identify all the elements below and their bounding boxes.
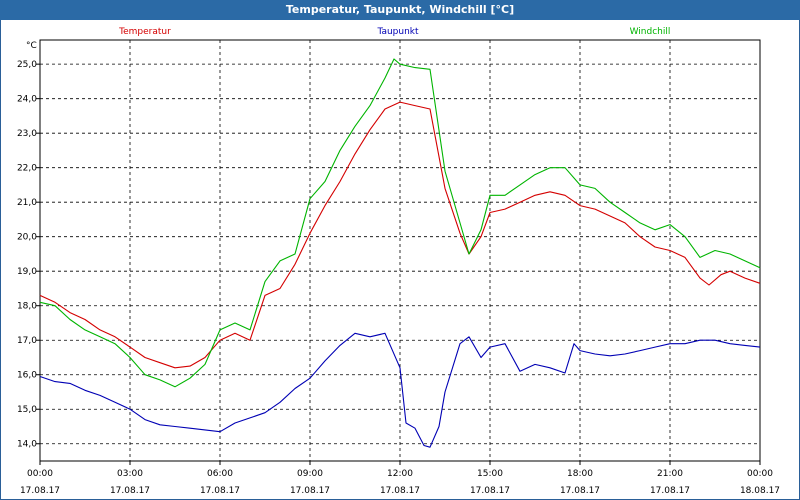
y-tick-label: 17,0 xyxy=(17,336,37,346)
y-tick-label: 20,0 xyxy=(17,233,37,243)
x-tick-time-label: 21:00 xyxy=(657,469,683,479)
x-tick-date-label: 17.08.17 xyxy=(110,486,150,496)
y-tick-label: 25,0 xyxy=(17,60,37,70)
x-tick-date-label: 17.08.17 xyxy=(380,486,420,496)
legend-label-taupunkt: Taupunkt xyxy=(376,27,419,37)
x-tick-time-label: 00:00 xyxy=(747,469,773,479)
y-tick-label: 15,0 xyxy=(17,405,37,415)
series-lines xyxy=(39,58,761,448)
chart-title: Temperatur, Taupunkt, Windchill [°C] xyxy=(0,0,800,20)
x-axis-ticks: 00:00 17.08.17 03:00 17.08.17 06:00 17.08.17 0… xyxy=(20,461,780,496)
series-line-windchill xyxy=(39,58,761,388)
x-tick-date-label: 17.08.17 xyxy=(560,486,600,496)
y-axis-unit-label: °C xyxy=(26,41,37,51)
x-tick-time-label: 06:00 xyxy=(207,469,233,479)
y-axis-ticks: 14,0 15,0 16,0 17,0 18,0 19,0 20,0 21,0 22,0 23,0… xyxy=(17,60,40,450)
y-tick-label: 14,0 xyxy=(17,440,37,450)
y-tick-label: 19,0 xyxy=(17,267,37,277)
legend-label-windchill: Windchill xyxy=(630,27,671,37)
legend: Temperatur Taupunkt Windchill xyxy=(118,27,670,37)
x-tick-time-label: 00:00 xyxy=(27,469,53,479)
y-tick-label: 18,0 xyxy=(17,302,37,312)
x-tick-time-label: 12:00 xyxy=(387,469,413,479)
x-tick-date-label: 17.08.17 xyxy=(470,486,510,496)
y-tick-label: 22,0 xyxy=(17,164,37,174)
x-tick-date-label: 17.08.17 xyxy=(290,486,330,496)
y-tick-label: 16,0 xyxy=(17,371,37,381)
legend-label-temperatur: Temperatur xyxy=(118,27,171,37)
x-tick-time-label: 15:00 xyxy=(477,469,503,479)
series-line-taupunkt xyxy=(39,332,761,448)
x-tick-date-label: 17.08.17 xyxy=(650,486,690,496)
x-tick-time-label: 03:00 xyxy=(117,469,143,479)
y-tick-label: 21,0 xyxy=(17,198,37,208)
x-tick-date-label: 17.08.17 xyxy=(20,486,60,496)
x-tick-date-label: 18.08.17 xyxy=(740,486,780,496)
x-tick-date-label: 17.08.17 xyxy=(200,486,240,496)
y-tick-label: 23,0 xyxy=(17,129,37,139)
grid-lines xyxy=(40,40,760,461)
y-tick-label: 24,0 xyxy=(17,95,37,105)
series-line-temperatur xyxy=(39,101,761,369)
x-tick-time-label: 09:00 xyxy=(297,469,323,479)
x-tick-time-label: 18:00 xyxy=(567,469,593,479)
